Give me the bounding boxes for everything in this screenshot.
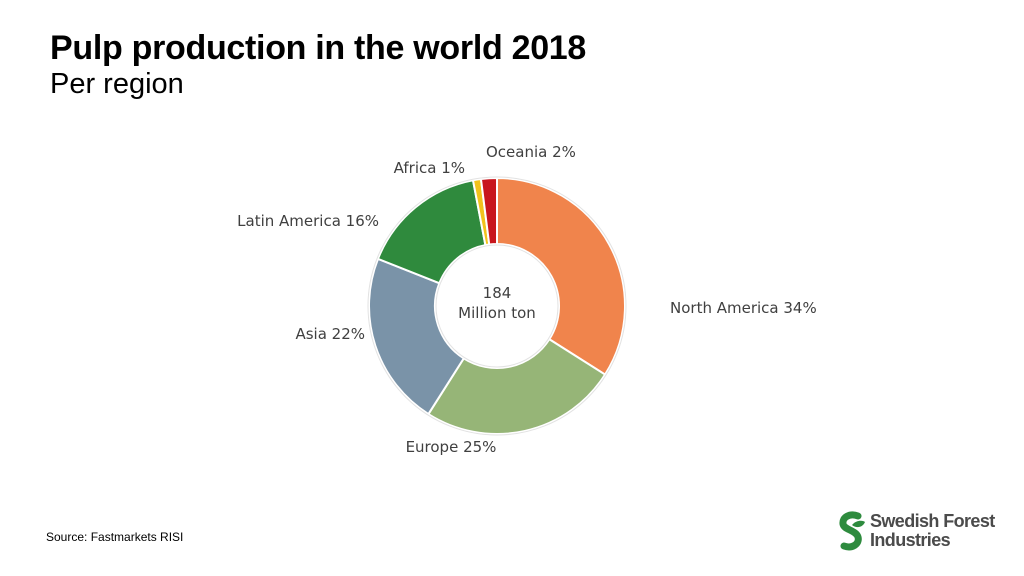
logo-line-2: Industries xyxy=(870,530,951,550)
swedish-forest-industries-logo: Swedish Forest Industries xyxy=(836,510,1006,552)
slice-north-america xyxy=(496,176,626,376)
slice-europe xyxy=(427,337,607,435)
slice-label-latin-america: Latin America 16% xyxy=(237,212,379,230)
source-note: Source: Fastmarkets RISI xyxy=(46,530,184,544)
slice-label-europe: Europe 25% xyxy=(406,438,497,456)
donut-outer-ring xyxy=(367,176,627,436)
slice-oceania xyxy=(479,176,498,246)
page-subtitle: Per region xyxy=(50,68,184,100)
slice-asia xyxy=(368,257,466,416)
logo-wordmark: Swedish Forest Industries xyxy=(870,512,995,550)
page-title: Pulp production in the world 2018 xyxy=(50,29,587,67)
slice-label-asia: Asia 22% xyxy=(295,325,365,343)
leaf-s-icon xyxy=(839,511,865,551)
donut-hole xyxy=(435,244,559,368)
center-total-value: 184 xyxy=(483,284,512,302)
slice-label-oceania: Oceania 2% xyxy=(486,143,576,161)
logo-line-1: Swedish Forest xyxy=(870,511,995,531)
center-total-unit: Million ton xyxy=(458,304,536,322)
slice-label-africa: Africa 1% xyxy=(394,159,465,177)
slice-label-north-america: North America 34% xyxy=(670,299,817,317)
